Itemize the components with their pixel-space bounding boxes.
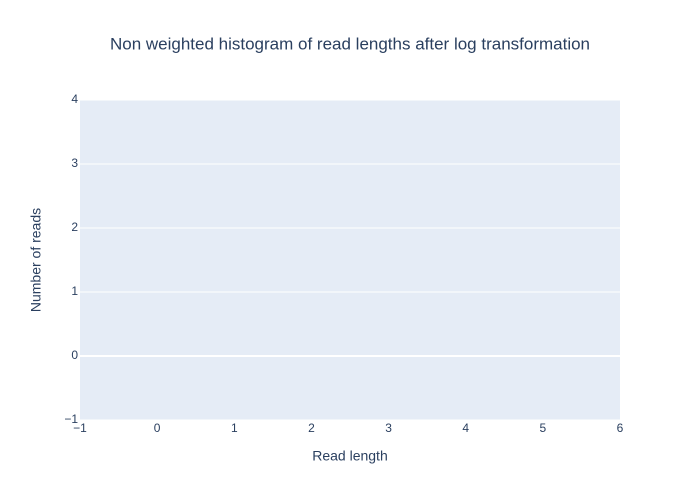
y-tick-label: 1	[71, 284, 78, 298]
y-tick-label: 0	[71, 348, 78, 362]
x-tick-label: 4	[462, 421, 469, 435]
x-tick-label: 5	[540, 421, 547, 435]
x-tick-label: 0	[154, 421, 161, 435]
x-axis-title: Read length	[312, 448, 388, 464]
x-tick-label: 3	[385, 421, 392, 435]
chart-title: Non weighted histogram of read lengths a…	[110, 34, 590, 53]
y-tick-label: 2	[71, 220, 78, 234]
plot-area	[80, 100, 620, 420]
y-tick-label: 3	[71, 156, 78, 170]
x-tick-label: −1	[73, 421, 87, 435]
x-tick-label: 2	[308, 421, 315, 435]
y-axis-title: Number of reads	[28, 208, 44, 312]
x-tick-label: 6	[617, 421, 624, 435]
y-tick-label: 4	[71, 92, 78, 106]
x-tick-label: 1	[231, 421, 238, 435]
y-tick-label: −1	[64, 412, 78, 426]
